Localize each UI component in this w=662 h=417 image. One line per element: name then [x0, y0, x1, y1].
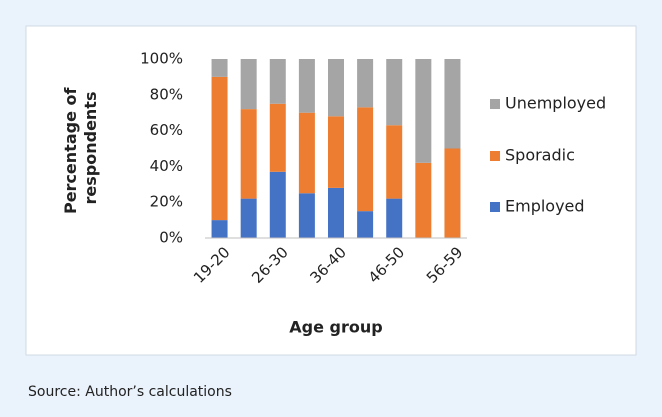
bar-segment	[386, 125, 403, 199]
source-note: Source: Author’s calculations	[28, 384, 232, 400]
y-axis-title: Percentage of respondents	[61, 82, 100, 214]
bar-segment	[211, 220, 228, 238]
bar-segment	[328, 187, 344, 238]
y-tick-label: 20%	[150, 193, 183, 211]
bar-segment	[357, 211, 374, 238]
bar-segment	[269, 171, 286, 238]
bar-segment	[211, 59, 228, 77]
bar-segment	[357, 59, 374, 108]
bar-segment	[269, 59, 286, 104]
legend-label: Employed	[505, 197, 585, 216]
bar-segment	[298, 193, 315, 238]
bar-segment	[240, 109, 257, 199]
bar-segment	[298, 112, 315, 194]
legend-swatch	[490, 151, 500, 161]
x-axis-title: Age group	[289, 318, 382, 337]
y-axis-title-line: Percentage of	[61, 87, 80, 215]
bar-segment	[240, 59, 257, 110]
bar-segment	[298, 59, 315, 113]
bar-segment	[386, 59, 403, 126]
bar-segment	[386, 198, 403, 238]
bar-segment	[328, 116, 344, 188]
bar-segment	[357, 107, 374, 212]
bar-segment	[444, 59, 461, 149]
legend-swatch	[490, 202, 500, 212]
bar-segment	[444, 148, 461, 238]
bar-segment	[415, 162, 432, 238]
bar-segment	[269, 103, 286, 172]
bar-segment	[328, 59, 344, 117]
y-tick-label: 80%	[150, 85, 183, 103]
bar-segment	[240, 198, 257, 238]
bar-segment	[211, 76, 228, 221]
y-axis-title-line: respondents	[81, 92, 100, 205]
legend-label: Unemployed	[505, 94, 606, 113]
legend-swatch	[490, 99, 500, 109]
y-tick-label: 100%	[140, 50, 183, 68]
legend-label: Sporadic	[505, 146, 575, 165]
bar-segment	[415, 59, 432, 163]
y-tick-label: 60%	[150, 121, 183, 139]
y-tick-label: 0%	[159, 229, 183, 247]
y-tick-label: 40%	[150, 157, 183, 175]
